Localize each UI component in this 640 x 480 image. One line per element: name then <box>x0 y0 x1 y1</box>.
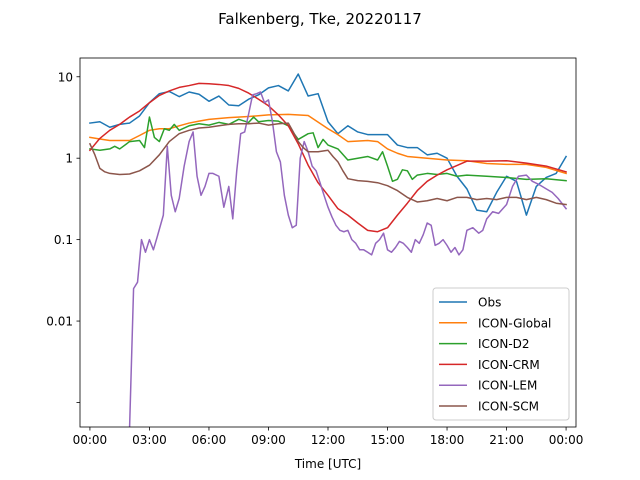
legend-label-icon-crm: ICON-CRM <box>478 358 540 372</box>
x-tick-label: 00:00 <box>549 433 584 447</box>
series-line-icon-lem <box>128 91 568 427</box>
chart-title: Falkenberg, Tke, 20220117 <box>218 10 422 28</box>
series-layer <box>88 73 568 427</box>
x-axis: 00:00 03:00 06:00 09:00 12:00 15:00 18:00 21:00… <box>73 427 584 447</box>
x-tick-label: 21:00 <box>489 433 524 447</box>
x-tick-label: 03:00 <box>132 433 167 447</box>
x-tick-label: 09:00 <box>251 433 286 447</box>
legend-label-obs: Obs <box>478 296 501 310</box>
legend-label-icon-global: ICON-Global <box>478 316 551 330</box>
y-tick-label: 0.01 <box>46 315 73 329</box>
legend-label-icon-scm: ICON-SCM <box>478 400 539 414</box>
legend-box <box>432 287 570 421</box>
legend: Obs ICON-Global ICON-D2 ICON-CRM ICON-LEM ICO… <box>432 287 570 421</box>
x-tick-label: 00:00 <box>73 433 108 447</box>
legend-label-icon-d2: ICON-D2 <box>478 337 530 351</box>
series-line-icon-global <box>89 113 568 175</box>
y-tick-label: 10 <box>58 70 73 84</box>
series-line-icon-crm <box>88 82 568 233</box>
y-axis: 0.01 0.1 1 10 <box>46 70 80 403</box>
x-tick-label: 06:00 <box>192 433 227 447</box>
x-axis-label: Time [UTC] <box>294 457 361 471</box>
x-tick-label: 18:00 <box>430 433 465 447</box>
y-tick-label: 1 <box>65 152 73 166</box>
series-line-icon-scm <box>88 122 567 206</box>
y-tick-label: 0.1 <box>54 233 73 247</box>
series-line-icon-d2 <box>89 116 567 183</box>
x-tick-label: 12:00 <box>311 433 346 447</box>
legend-label-icon-lem: ICON-LEM <box>478 379 537 393</box>
x-tick-label: 15:00 <box>370 433 405 447</box>
